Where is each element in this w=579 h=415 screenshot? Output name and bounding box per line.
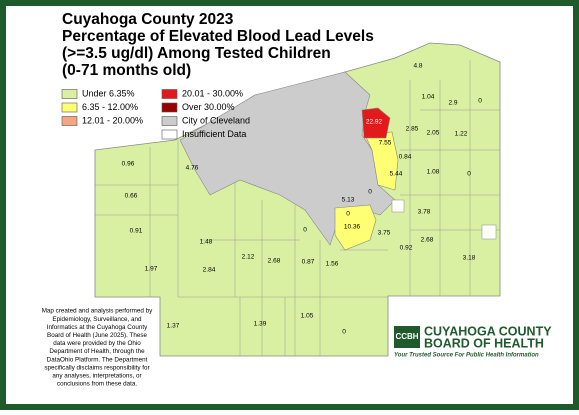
- footnote-line: any analyses, interpretations, or: [52, 372, 141, 379]
- area-label: 1.22: [455, 131, 468, 138]
- logo-mark: CCBH: [395, 332, 418, 341]
- area-label: 2.84: [203, 267, 216, 274]
- legend-swatch: [161, 102, 178, 113]
- area-label: 2.9: [448, 100, 457, 107]
- footnote-line: DataOhio Platform. The Department: [47, 356, 148, 363]
- area-label: 1.48: [200, 239, 213, 246]
- area-label: 5.44: [390, 171, 403, 178]
- footnote-line: Epidemiology, Surveillance, and: [52, 316, 142, 323]
- footnote-line: specifically disclaims responsibility fo…: [44, 364, 149, 371]
- area-label: 1.97: [145, 266, 158, 273]
- area-label: 2.68: [421, 237, 434, 244]
- yellow-area: [334, 204, 377, 251]
- area-label: 2.05: [427, 130, 440, 137]
- footnote-line: Department of Health, through the: [49, 348, 145, 355]
- area-label: 0: [467, 171, 471, 178]
- legend-swatch: [161, 116, 178, 126]
- area-label: 1.05: [301, 313, 314, 320]
- logo-line: BOARD OF HEALTH: [424, 336, 544, 350]
- area-label: 1.56: [326, 261, 339, 268]
- area-label: 0: [342, 329, 346, 336]
- title-line: (0-71 months old): [62, 62, 191, 79]
- legend-swatch: [161, 89, 178, 99]
- area-label: 3.75: [378, 230, 391, 237]
- logo-box: [394, 326, 420, 348]
- yellow-area: [364, 131, 399, 191]
- area-label: 0.96: [122, 161, 135, 168]
- area-label: 0.91: [130, 228, 143, 235]
- title-line: (>=3.5 ug/dl) Among Tested Children: [62, 45, 331, 62]
- footnote-line: Board of Health (June 2025). These: [47, 332, 147, 339]
- area-label: 0.92: [400, 245, 413, 252]
- legend-label: Over 30.00%: [182, 102, 235, 112]
- area-label: 1.08: [427, 169, 440, 176]
- legend-swatch: [61, 116, 78, 126]
- insufficient-area: [391, 199, 405, 213]
- area-label: 22.92: [366, 119, 383, 126]
- area-label: 1.39: [254, 321, 267, 328]
- logo-tagline: Your Trusted Source For Public Health In…: [394, 353, 539, 359]
- red-area: [361, 107, 391, 139]
- area-label: 4.76: [186, 165, 199, 172]
- footnote-line: Informatics at the Cuyahoga County: [47, 324, 148, 331]
- footnote-line: Map created and analysis performed by: [42, 308, 153, 315]
- legend-swatch: [61, 89, 78, 99]
- legend-swatch: [161, 129, 178, 140]
- legend-label: Insufficient Data: [182, 129, 246, 139]
- title-line: Cuyahoga County 2023: [62, 11, 234, 28]
- area-label: 5.13: [342, 197, 355, 204]
- area-label: 1.04: [422, 94, 435, 101]
- area-label: 2.85: [406, 126, 419, 133]
- area-label: 2.68: [268, 258, 281, 265]
- area-label: 0.84: [399, 154, 412, 161]
- area-label: 10.36: [344, 224, 361, 231]
- footnote-line: conclusions from these data.: [57, 381, 137, 388]
- area-label: 1.37: [167, 323, 180, 330]
- insufficient-area: [481, 224, 497, 240]
- area-label: 7.55: [379, 140, 392, 147]
- area-label: 4.8: [413, 63, 422, 70]
- area-label: 0.87: [302, 259, 315, 266]
- area-label: 0: [478, 98, 482, 105]
- legend-label: City of Cleveland: [182, 115, 250, 125]
- area-label: 0.66: [125, 193, 138, 200]
- area-label: 0: [346, 211, 350, 218]
- legend-swatch: [61, 102, 78, 113]
- legend-label: 12.01 - 20.00%: [82, 115, 143, 125]
- cleveland: [179, 71, 396, 246]
- area-label: 0: [303, 227, 307, 234]
- area-label: 3.78: [418, 209, 431, 216]
- district-lines: [95, 60, 500, 356]
- legend-label: 6.35 - 12.00%: [82, 102, 138, 112]
- logo-line: CUYAHOGA COUNTY: [424, 324, 552, 338]
- title-line: Percentage of Elevated Blood Lead Levels: [62, 28, 374, 45]
- area-label: 3.18: [463, 255, 476, 262]
- area-label: 2.12: [242, 254, 255, 261]
- area-label: 0: [368, 189, 372, 196]
- footnote-line: data were provided by the Ohio: [53, 340, 141, 347]
- legend-label: 20.01 - 30.00%: [182, 88, 243, 98]
- legend-label: Under 6.35%: [82, 88, 135, 98]
